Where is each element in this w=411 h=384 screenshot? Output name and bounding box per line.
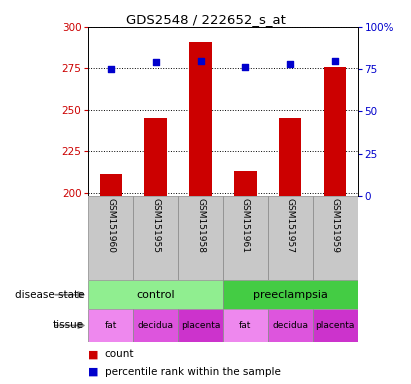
Text: GSM151955: GSM151955	[151, 199, 160, 253]
Bar	[223, 280, 358, 309]
Bar	[144, 118, 167, 196]
Text: GSM151961: GSM151961	[241, 199, 250, 253]
Bar	[268, 309, 313, 342]
Point	[287, 61, 293, 67]
Text: tissue: tissue	[53, 320, 84, 331]
Point	[197, 58, 204, 64]
Bar	[313, 309, 358, 342]
Bar	[88, 280, 223, 309]
Text: ■: ■	[88, 349, 99, 359]
Text: GSM151959: GSM151959	[330, 199, 339, 253]
Text: fat: fat	[239, 321, 252, 330]
Text: fat: fat	[105, 321, 117, 330]
Bar	[189, 42, 212, 196]
Bar	[279, 118, 302, 196]
Text: ■: ■	[88, 367, 99, 377]
Point	[242, 65, 249, 71]
Bar	[234, 171, 256, 196]
Text: placenta: placenta	[316, 321, 355, 330]
Text: disease state: disease state	[15, 290, 84, 300]
Bar	[268, 196, 313, 280]
Point	[332, 58, 338, 64]
Bar	[178, 309, 223, 342]
Bar	[223, 196, 268, 280]
Text: preeclampsia: preeclampsia	[253, 290, 328, 300]
Bar	[223, 309, 268, 342]
Text: control: control	[136, 290, 175, 300]
Text: placenta: placenta	[181, 321, 220, 330]
Text: decidua: decidua	[138, 321, 174, 330]
Bar	[133, 196, 178, 280]
Bar	[324, 67, 346, 196]
Bar	[178, 196, 223, 280]
Bar	[88, 309, 133, 342]
Text: percentile rank within the sample: percentile rank within the sample	[105, 367, 281, 377]
Bar	[133, 309, 178, 342]
Point	[108, 66, 114, 72]
Text: GDS2548 / 222652_s_at: GDS2548 / 222652_s_at	[126, 13, 285, 26]
Text: GSM151960: GSM151960	[106, 199, 115, 253]
Bar	[313, 196, 358, 280]
Bar	[88, 196, 133, 280]
Text: decidua: decidua	[272, 321, 308, 330]
Text: GSM151957: GSM151957	[286, 199, 295, 253]
Text: count: count	[105, 349, 134, 359]
Bar	[99, 174, 122, 196]
Text: GSM151958: GSM151958	[196, 199, 205, 253]
Point	[152, 59, 159, 65]
